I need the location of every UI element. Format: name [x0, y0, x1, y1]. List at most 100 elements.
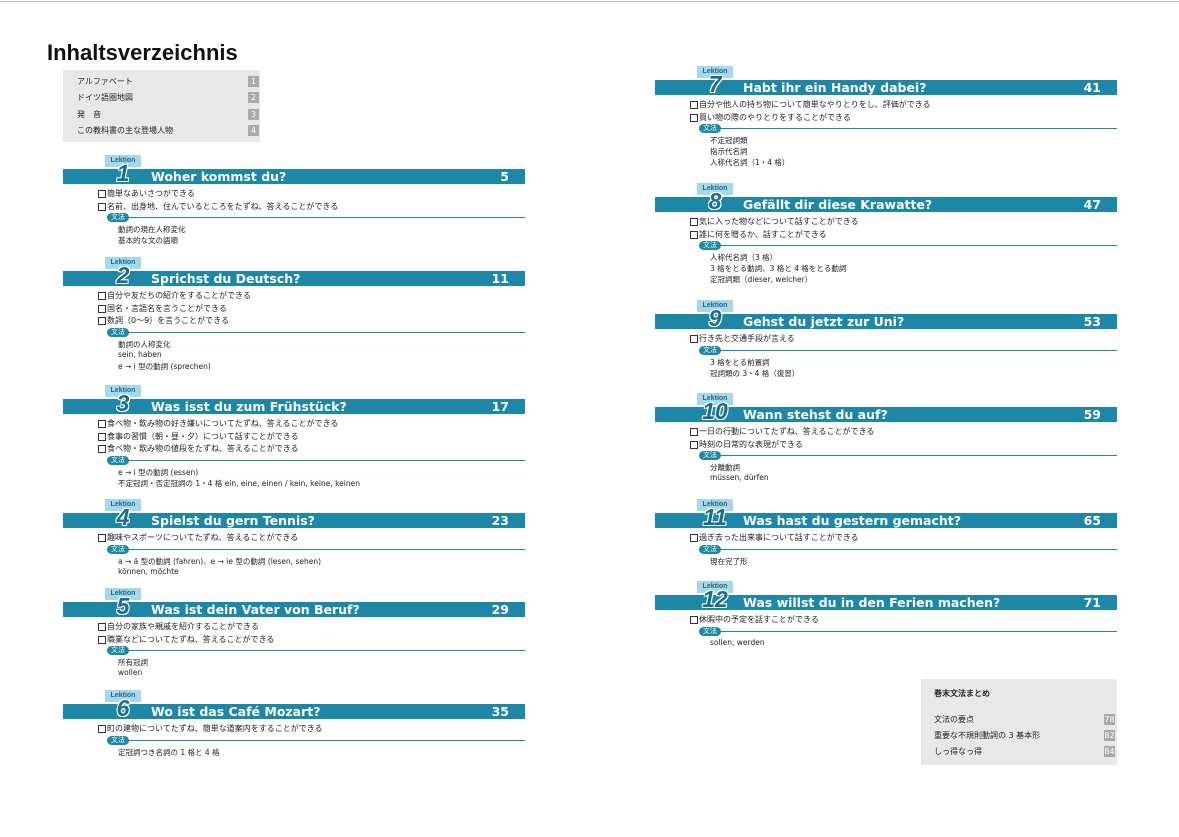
- lesson: Lektion 1 Woher kommst du? 5 簡単なあいさつができる名前、出…: [63, 155, 525, 275]
- lektion-badge: Lektion: [105, 588, 141, 600]
- lesson-page: 5: [500, 169, 509, 184]
- lesson: Lektion 9 Gehst du jetzt zur Uni? 53 行き先と交通手…: [655, 300, 1117, 420]
- appendix-page: 84: [1104, 746, 1115, 757]
- lesson-title: Habt ihr ein Handy dabei?: [743, 80, 927, 95]
- lesson-bar: Wann stehst du auf? 59: [655, 407, 1117, 422]
- grammar-label: 文法: [107, 544, 129, 554]
- goal: 自分や友だちの紹介をすることができる: [98, 291, 251, 300]
- appendix-box: 巻末文法まとめ 文法の要点 78 重要な不規則動詞の 3 基本形 82 しっ得なっ得 84: [921, 679, 1117, 765]
- lesson-title: Gefällt dir diese Krawatte?: [743, 197, 933, 212]
- lesson-title: Wo ist das Café Mozart?: [151, 704, 321, 719]
- grammar-rule: [721, 128, 1117, 129]
- lesson-number: 1: [116, 160, 130, 186]
- lesson-page: 53: [1083, 314, 1101, 329]
- intro-label: この教科書の主な登場人物: [77, 125, 173, 135]
- lektion-badge: Lektion: [105, 499, 141, 511]
- goal: 行き先と交通手段が言える: [690, 334, 795, 343]
- grammar-label: 文法: [107, 735, 129, 745]
- page-title: Inhaltsverzeichnis: [47, 40, 238, 65]
- grammar-label: 文法: [107, 455, 129, 465]
- lesson-title: Wann stehst du auf?: [743, 407, 888, 422]
- grammar-item: sollen, werden: [710, 637, 765, 647]
- lesson-title: Spielst du gern Tennis?: [151, 513, 315, 528]
- grammar-item: 冠詞類の 3・4 格（復習）: [710, 368, 800, 378]
- lesson-bar: Was ist dein Vater von Beruf? 29: [63, 602, 525, 617]
- grammar-label: 文法: [699, 241, 721, 250]
- lesson: Lektion 4 Spielst du gern Tennis? 23 趣味やスポーツ…: [63, 499, 525, 619]
- goal: 名前、出身地、住んでいるところをたずね、答えることができる: [97, 201, 339, 211]
- appendix-page: 78: [1104, 714, 1115, 725]
- grammar-item: 不定冠詞・否定冠詞の 1・4 格 ein, eine, einen / kein…: [118, 478, 360, 488]
- grammar-item: 所有冠詞: [118, 658, 148, 667]
- grammar-label: 文法: [699, 124, 721, 133]
- lektion-badge: Lektion: [697, 66, 733, 78]
- intro-page: 3: [248, 108, 259, 120]
- goal: 簡単なあいさつができる: [98, 189, 195, 198]
- lesson: Lektion 11 Was hast du gestern gemacht? 65 過…: [655, 499, 1117, 619]
- appendix-page: 82: [1104, 730, 1115, 741]
- goal: 趣味やスポーツについてたずね、答えることができる: [97, 533, 299, 542]
- lesson-number: 11: [703, 504, 727, 530]
- lesson-page: 29: [491, 602, 509, 617]
- lesson-number: 5: [116, 593, 130, 619]
- lesson-bar: Was hast du gestern gemacht? 65: [655, 513, 1117, 528]
- intro-box: アルファベート 1 ドイツ語圏地図 2 発 音 3 この教科書の主な登場人物 4: [63, 70, 260, 142]
- lesson-number: 12: [702, 586, 728, 612]
- lesson-number: 10: [702, 398, 728, 424]
- top-rule: [0, 1, 1179, 2]
- lesson: Lektion 5 Was ist dein Vater von Beruf? 29 自…: [63, 588, 525, 708]
- lesson-page: 23: [491, 513, 509, 528]
- lesson-number: 6: [116, 695, 130, 721]
- lesson-title: Sprichst du Deutsch?: [151, 271, 301, 286]
- lektion-badge: Lektion: [697, 393, 733, 405]
- grammar-label: 文法: [699, 544, 721, 554]
- lektion-badge: Lektion: [105, 257, 141, 269]
- grammar-label: 文法: [699, 626, 721, 636]
- grammar-item: 3 格をとる動詞、3 格と 4 格をとる動詞: [710, 264, 847, 273]
- grammar-item: 動詞の現在人称変化: [118, 225, 186, 234]
- grammar-label: 文法: [107, 213, 129, 222]
- goal: 町の建物についてたずね、簡単な道案内をすることができる: [98, 724, 323, 733]
- lesson: Lektion 12 Was willst du in den Ferien mac…: [655, 581, 1117, 701]
- lesson-page: 71: [1083, 595, 1101, 610]
- grammar-item: 人称代名詞（1・4 格）: [710, 158, 790, 167]
- lektion-badge: Lektion: [697, 581, 733, 593]
- grammar-item: 不定冠詞類: [710, 136, 748, 145]
- lesson-title: Was ist dein Vater von Beruf?: [151, 602, 360, 617]
- goal: 買い物の際のやりとりをすることができる: [690, 112, 851, 122]
- lesson: Lektion 2 Sprichst du Deutsch? 11 自分や友だちの紹介を…: [63, 257, 525, 377]
- grammar-item: 分離動詞: [710, 463, 740, 472]
- lesson-bar: Woher kommst du? 5: [63, 169, 525, 184]
- goal: 一日の行動についてたずね、答えることができる: [689, 427, 875, 436]
- grammar-item: 定冠詞つき名詞の 1 格と 4 格: [118, 747, 220, 757]
- grammar-item: müssen, dürfen: [710, 473, 769, 482]
- goal: 数詞（0～9）を言うことができる: [97, 316, 230, 325]
- grammar-label: 文法: [107, 327, 129, 337]
- lesson-bar: Gehst du jetzt zur Uni? 53: [655, 314, 1117, 329]
- goal: 職業などについてたずね、答えることができる: [97, 634, 275, 644]
- grammar-item: 動詞の人称変化: [118, 339, 171, 349]
- grammar-item: e → i 型の動詞 (essen): [118, 467, 199, 477]
- lesson-bar: Was isst du zum Frühstück? 17: [63, 399, 525, 414]
- lesson: Lektion 6 Wo ist das Café Mozart? 35 町の建物につい…: [63, 690, 525, 810]
- lesson-title: Was willst du in den Ferien machen?: [743, 595, 1001, 610]
- grammar-item: a → ä 型の動詞 (fahren)、e → ie 型の動詞 (lesen, …: [118, 556, 322, 566]
- goal: 休暇中の予定を話すことができる: [690, 615, 819, 624]
- lesson-page: 11: [491, 271, 509, 286]
- goal: 誰に何を贈るか、話すことができる: [690, 229, 827, 239]
- grammar-item: sein, haben: [118, 349, 162, 359]
- grammar-item: e → i 型の動詞 (sprechen): [118, 361, 211, 371]
- grammar-item: 人称代名詞（3 格）: [710, 253, 778, 262]
- appendix-label: しっ得なっ得: [934, 747, 982, 756]
- lektion-badge: Lektion: [105, 385, 141, 397]
- goal: 国名・言語名を言うことができる: [98, 303, 227, 313]
- lesson-title: Was hast du gestern gemacht?: [743, 513, 962, 528]
- grammar-item: 現在完了形: [710, 556, 748, 566]
- lesson-page: 41: [1083, 80, 1101, 95]
- lesson-bar: Spielst du gern Tennis? 23: [63, 513, 525, 528]
- grammar-rule: [129, 650, 525, 651]
- grammar-item: 定冠詞類（dieser, welcher）: [710, 275, 813, 284]
- intro-label: ドイツ語圏地図: [77, 93, 133, 103]
- grammar-item: 3 格をとる前置詞: [710, 357, 770, 367]
- grammar-rule: [721, 349, 1117, 351]
